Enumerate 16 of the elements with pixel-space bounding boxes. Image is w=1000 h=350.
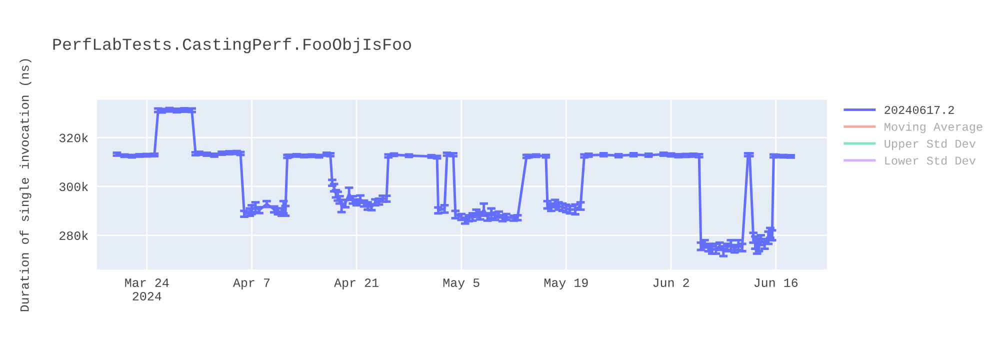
x-tick-label: Mar 24 2024 — [125, 278, 169, 300]
x-tick-label: Jun 2 — [653, 278, 689, 288]
legend-label: Upper Std Dev — [884, 139, 976, 150]
x-tick-label: May 19 — [544, 278, 588, 290]
legend-label: Moving Average — [884, 122, 982, 134]
x-tick-label: May 5 — [443, 278, 480, 290]
y-tick-label: 300k — [59, 182, 88, 192]
y-tick-label: 320k — [59, 133, 88, 142]
x-tick-label: Apr 7 — [232, 278, 270, 290]
chart-title: PerfLabTests.CastingPerf.FooObjIsFoo — [53, 38, 411, 54]
y-tick-label: 280k — [60, 230, 88, 240]
legend-label: 20240617.2 — [884, 106, 954, 114]
y-axis-title: Duration of single invocation (ns) — [20, 59, 32, 312]
x-tick-label: Jun 16 — [754, 278, 798, 288]
legend-label: Lower Std Dev — [885, 156, 976, 165]
x-tick-label: Apr 21 — [334, 278, 378, 290]
